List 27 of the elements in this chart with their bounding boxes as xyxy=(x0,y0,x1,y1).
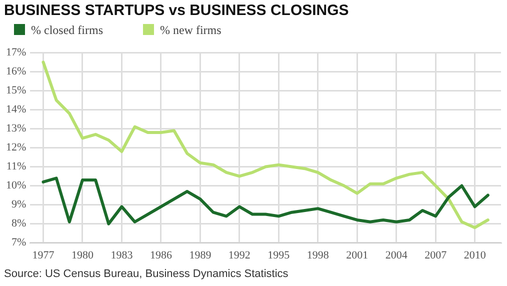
y-tick-label: 13% xyxy=(6,122,26,135)
legend-label: % new firms xyxy=(158,23,222,38)
x-tick-label: 2001 xyxy=(346,249,368,262)
source-note: Source: US Census Bureau, Business Dynamics Statistics xyxy=(4,268,288,280)
y-tick-label: 9% xyxy=(11,198,26,211)
x-tick-label: 1986 xyxy=(150,249,172,262)
x-tick-label: 1989 xyxy=(189,249,212,262)
chart-title: BUSINESS STARTUPS vs BUSINESS CLOSINGS xyxy=(4,2,349,19)
y-tick-label: 7% xyxy=(11,236,26,249)
x-tick-label: 2010 xyxy=(464,249,486,262)
x-tick-label: 1995 xyxy=(268,249,290,262)
y-tick-label: 10% xyxy=(6,180,26,192)
x-tick-label: 2004 xyxy=(385,249,408,262)
y-tick-label: 11% xyxy=(6,160,26,173)
y-tick-label: 12% xyxy=(6,142,26,154)
x-tick-label: 1977 xyxy=(32,249,55,262)
y-tick-label: 15% xyxy=(6,84,26,97)
x-tick-label: 1998 xyxy=(306,249,330,262)
x-tick-label: 1980 xyxy=(71,249,94,262)
y-tick-label: 8% xyxy=(11,218,26,230)
x-tick-label: 1992 xyxy=(228,249,250,262)
x-tick-label: 2007 xyxy=(424,249,448,262)
y-tick-label: 17% xyxy=(6,46,26,58)
x-tick-label: 1983 xyxy=(110,249,134,262)
legend-label: % closed firms xyxy=(30,23,103,38)
y-tick-label: 14% xyxy=(6,104,26,116)
y-tick-label: 16% xyxy=(6,66,26,78)
